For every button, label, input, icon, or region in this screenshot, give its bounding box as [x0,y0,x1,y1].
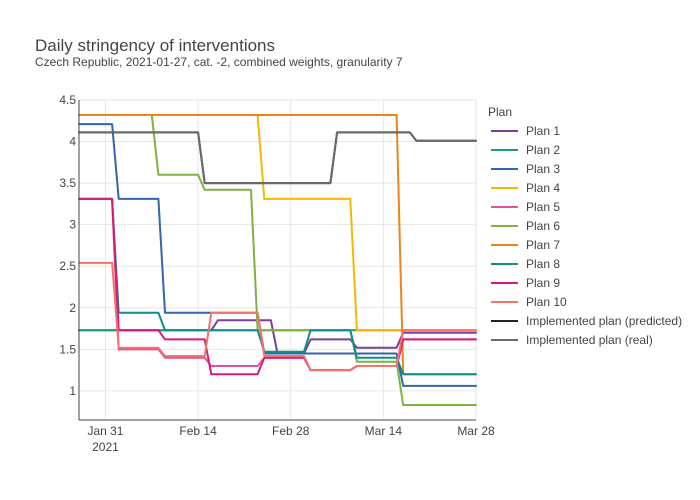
chart-title: Daily stringency of interventions [35,36,275,55]
x-tick-label: Jan 31 [87,424,123,438]
series-line-4 [78,114,477,332]
legend-item-label[interactable]: Plan 6 [526,219,560,233]
series-line-10 [78,261,477,372]
legend-item-label[interactable]: Plan 1 [526,124,560,138]
series-line-6 [78,114,477,406]
y-tick-label: 4 [69,135,76,149]
legend-item-label[interactable]: Plan 5 [526,200,560,214]
legend-items: Plan 1 Plan 2 Plan 3 Plan 4 Plan 5 Plan 6 Plan… [491,124,682,347]
legend-item-label[interactable]: Plan 3 [526,162,560,176]
y-tick-label: 3.5 [59,176,76,190]
x-axis-ticks: Jan 31 2021 Feb 14 Feb 28 Mar 14 Mar 28 [87,424,495,454]
legend-item-label[interactable]: Plan 2 [526,143,560,157]
y-axis-ticks: 1 1.5 2 2.5 3 3.5 4 4.5 [59,93,76,398]
x-tick-sublabel: 2021 [92,440,119,454]
plot-area [78,99,477,421]
y-tick-label: 1 [69,384,76,398]
x-tick-label: Feb 28 [272,424,310,438]
legend-item-label[interactable]: Plan 7 [526,238,560,252]
y-tick-label: 3 [69,218,76,232]
legend-item-label[interactable]: Implemented plan (real) [526,333,653,347]
legend-item-label[interactable]: Plan 4 [526,181,560,195]
x-tick-label: Mar 14 [365,424,403,438]
series-lines [78,114,477,406]
legend-item-label[interactable]: Plan 10 [526,295,567,309]
plot-background [79,100,476,420]
legend-title: Plan [488,105,512,119]
chart-subtitle: Czech Republic, 2021-01-27, cat. -2, com… [35,55,403,69]
y-tick-label: 4.5 [59,93,76,107]
x-tick-label: Mar 28 [457,424,495,438]
y-tick-label: 2 [69,301,76,315]
y-tick-label: 2.5 [59,259,76,273]
y-tick-label: 1.5 [59,342,76,356]
legend-item-label[interactable]: Plan 9 [526,276,560,290]
x-tick-label: Feb 14 [179,424,217,438]
series-line-8 [78,197,477,376]
legend-item-label[interactable]: Implemented plan (predicted) [526,314,682,328]
legend-item-label[interactable]: Plan 8 [526,257,560,271]
series-line-12 [78,131,477,185]
